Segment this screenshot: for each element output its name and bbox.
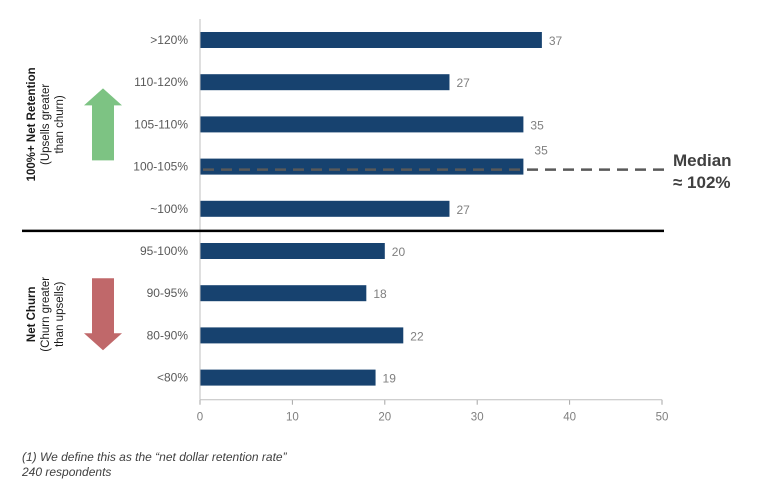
bar-5 <box>200 200 450 217</box>
bar-2 <box>200 74 450 91</box>
x-tick-label: 40 <box>563 412 576 424</box>
group-title-1: 100%+ Net Retention <box>26 67 38 181</box>
x-tick-label: 10 <box>286 412 299 424</box>
category-label: 110-120% <box>134 75 188 89</box>
median-value: ≈ 102% <box>673 173 731 192</box>
arrow-up-icon <box>84 88 122 161</box>
group-subtitle-2: (Churn greater <box>40 277 52 352</box>
x-tick-label: 0 <box>197 412 203 424</box>
value-label: 19 <box>383 372 397 386</box>
bar-3 <box>200 116 524 133</box>
group-title-2: Net Churn <box>26 287 38 343</box>
group-subtitle-1: (Upsells greater <box>40 84 52 165</box>
group-subtitle-2: than upsells) <box>54 282 66 347</box>
group-subtitle-1: than churn) <box>54 95 66 153</box>
category-label: 100-105% <box>133 160 188 174</box>
footnote-respondents: 240 respondents <box>22 465 112 479</box>
category-label: ~100% <box>150 202 188 216</box>
bar-8 <box>200 327 404 344</box>
value-label: 18 <box>373 287 387 301</box>
x-tick-label: 30 <box>471 412 484 424</box>
category-label: 95-100% <box>140 244 188 258</box>
value-label: 20 <box>392 245 406 259</box>
bar-1 <box>200 32 542 48</box>
x-tick-label: 50 <box>656 412 669 424</box>
value-label: 22 <box>410 329 424 343</box>
arrow-down-icon <box>84 278 122 351</box>
category-label: 90-95% <box>147 286 189 300</box>
bar-9 <box>200 369 376 386</box>
footnote-definition: (1) We define this as the “net dollar re… <box>22 450 287 464</box>
bar-7 <box>200 285 367 302</box>
bar-4 <box>200 158 524 175</box>
value-label: 35 <box>534 144 548 158</box>
value-label: 27 <box>456 76 470 90</box>
bar-6 <box>200 243 385 259</box>
category-label: >120% <box>150 33 188 47</box>
x-tick-label: 20 <box>378 412 391 424</box>
category-label: 105-110% <box>134 117 188 131</box>
value-label: 35 <box>530 118 544 132</box>
median-label: Median <box>673 151 732 170</box>
value-label: 37 <box>549 34 563 48</box>
category-label: <80% <box>157 371 188 385</box>
category-label: 80-90% <box>147 328 189 342</box>
value-label: 27 <box>456 203 470 217</box>
